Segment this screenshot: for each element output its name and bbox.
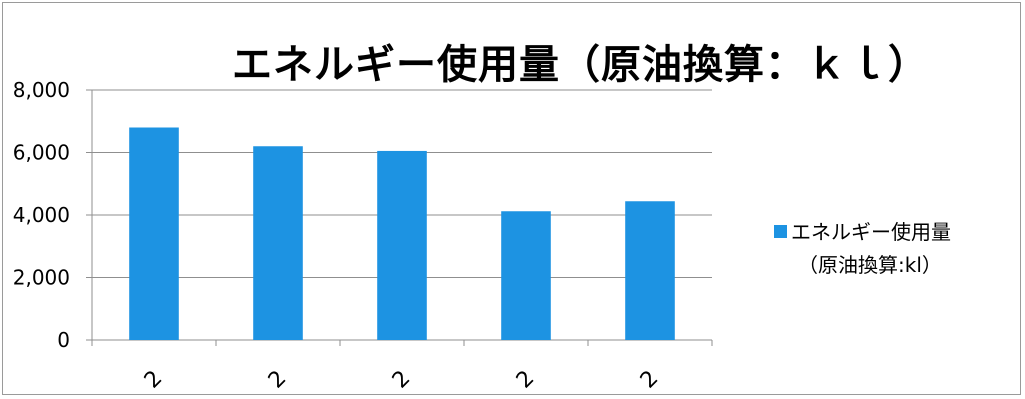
- legend-label-line2: （原油換算:kl）: [798, 253, 942, 277]
- x-tick-label: 2: [140, 366, 168, 394]
- legend: エネルギー使用量 （原油換算:kl）: [774, 216, 951, 282]
- x-tick-label: 2: [636, 366, 664, 394]
- y-tick-label: 6,000: [13, 141, 70, 165]
- bar: [129, 127, 179, 340]
- x-tick-label: 2: [264, 366, 292, 394]
- y-tick-label: 4,000: [13, 203, 70, 227]
- y-tick-label: 8,000: [13, 78, 70, 102]
- bar: [625, 201, 675, 340]
- bar: [253, 146, 303, 340]
- bar: [501, 211, 551, 340]
- bar: [377, 150, 427, 340]
- legend-label-line1: エネルギー使用量: [791, 220, 951, 244]
- y-tick-label: 2,000: [13, 266, 70, 290]
- chart-title: エネルギー使用量（原油換算：ｋｌ）: [232, 42, 929, 88]
- x-tick-label: 2: [512, 366, 540, 394]
- x-tick-label: 2: [388, 366, 416, 394]
- legend-swatch: [774, 225, 787, 238]
- y-tick-label: 0: [57, 328, 70, 352]
